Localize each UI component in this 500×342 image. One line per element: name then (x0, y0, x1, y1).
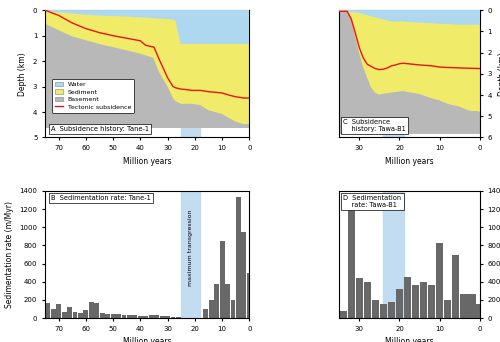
Bar (56, 304, 61, 318)
Bar (116, 314, 121, 318)
Bar (348, 209, 355, 318)
Bar (176, 317, 181, 318)
Y-axis label: Depth (km): Depth (km) (18, 52, 28, 96)
Text: B  Sedimentation rate: Tane-1: B Sedimentation rate: Tane-1 (51, 195, 151, 201)
Bar (122, 315, 126, 318)
Bar (138, 316, 143, 318)
Text: D  Sedimentation
    rate: Tawa-B1: D Sedimentation rate: Tawa-B1 (344, 195, 402, 208)
Bar (340, 311, 346, 318)
Bar (50, 309, 56, 318)
Bar (356, 278, 363, 318)
Bar (436, 243, 444, 318)
Bar (208, 300, 214, 318)
Bar (160, 316, 164, 318)
Bar (412, 285, 419, 318)
Bar (94, 303, 99, 318)
Bar (236, 197, 241, 318)
Bar (396, 289, 403, 318)
Text: C  Subsidence
    history: Tawa-B1: C Subsidence history: Tawa-B1 (344, 119, 406, 132)
Bar (452, 255, 460, 318)
Bar (404, 277, 411, 318)
Y-axis label: Depth (km): Depth (km) (498, 52, 500, 96)
Bar (225, 284, 230, 318)
Bar (89, 302, 94, 318)
Polygon shape (339, 10, 480, 24)
Bar (127, 315, 132, 318)
Bar (204, 309, 208, 318)
Bar (468, 294, 475, 318)
Bar (428, 285, 436, 318)
Polygon shape (45, 10, 250, 123)
Bar (380, 304, 387, 318)
Bar (214, 285, 219, 318)
Bar (230, 300, 235, 318)
Bar (242, 232, 246, 318)
Polygon shape (339, 11, 480, 111)
Bar (46, 303, 50, 318)
Bar (444, 300, 452, 318)
Bar (372, 300, 379, 318)
Bar (149, 315, 154, 318)
X-axis label: Million years: Million years (385, 157, 434, 166)
Bar (170, 317, 175, 318)
Bar (110, 314, 116, 318)
Text: A  Subsidence history: Tane-1: A Subsidence history: Tane-1 (51, 126, 149, 132)
Bar (165, 316, 170, 318)
Bar (72, 312, 78, 318)
Bar (67, 307, 72, 318)
Text: maximum transgression: maximum transgression (188, 210, 194, 286)
Bar (105, 314, 110, 318)
Bar (220, 241, 224, 318)
Bar (181, 191, 201, 318)
Polygon shape (45, 23, 250, 127)
Bar (78, 313, 83, 318)
Bar (384, 191, 404, 318)
Bar (132, 315, 138, 318)
Bar (476, 303, 484, 318)
Y-axis label: Sedimentation rate (m/Myr): Sedimentation rate (m/Myr) (5, 201, 14, 308)
Bar (420, 282, 428, 318)
X-axis label: Million years: Million years (123, 157, 172, 166)
Bar (62, 312, 66, 318)
Bar (384, 10, 404, 137)
Bar (388, 302, 395, 318)
Bar (181, 10, 201, 137)
Bar (247, 273, 252, 318)
X-axis label: Million years: Million years (385, 337, 434, 342)
Bar (84, 310, 88, 318)
Polygon shape (339, 11, 480, 133)
Polygon shape (45, 10, 250, 43)
Bar (144, 316, 148, 318)
X-axis label: Million years: Million years (123, 337, 172, 342)
Bar (364, 282, 371, 318)
Bar (460, 294, 468, 318)
Legend: Water, Sediment, Basement, Tectonic subsidence: Water, Sediment, Basement, Tectonic subs… (52, 79, 134, 113)
Bar (100, 313, 104, 318)
Bar (154, 315, 159, 318)
